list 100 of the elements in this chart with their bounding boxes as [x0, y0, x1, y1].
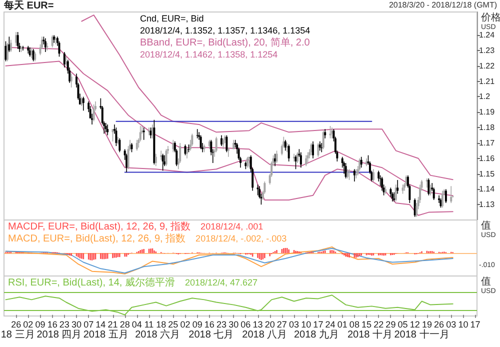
candlestick: [165, 148, 168, 166]
y-tick-label: 1.16: [479, 154, 496, 163]
x2-tick-label: 2018 八月: [242, 330, 288, 340]
candlestick: [288, 144, 290, 162]
y-tick-label: 1.24: [479, 30, 496, 40]
candlestick: [394, 184, 397, 202]
candlestick: [428, 178, 430, 196]
x-tick-label: 07: [84, 320, 94, 330]
candlestick: [305, 154, 308, 166]
x-tick-label: 17: [470, 320, 480, 330]
candlestick: [106, 124, 109, 136]
candlestick: [396, 180, 399, 194]
candlestick: [355, 168, 358, 179]
candlestick: [294, 154, 297, 170]
x-tick-label: 16: [47, 320, 58, 330]
candlestick: [358, 158, 361, 172]
x-tick-label: 16: [204, 320, 214, 330]
candlestick: [58, 40, 60, 58]
candlestick: [80, 96, 83, 106]
candlestick: [246, 156, 248, 168]
candlestick: [6, 42, 8, 62]
candlestick: [440, 198, 442, 208]
candlestick: [154, 153, 157, 166]
x-tick-label: 15: [362, 320, 372, 330]
x-tick-label: 23: [216, 320, 227, 330]
candlestick: [346, 168, 349, 179]
candlestick: [312, 141, 314, 159]
x-tick-label: 06: [240, 320, 251, 330]
candlestick: [34, 52, 36, 62]
candlestick: [63, 52, 66, 68]
y-tick-label: 1.15: [479, 169, 496, 178]
candlestick: [296, 152, 298, 164]
x2-tick-label: 2018 五月: [83, 330, 128, 340]
x-tick-label: 10: [301, 320, 312, 330]
x-tick-label: 10: [458, 320, 468, 330]
x-tick-label: 19: [422, 320, 432, 330]
x-tick-label: 09: [192, 320, 202, 330]
x-tick-label: 20: [264, 320, 275, 330]
candlestick: [104, 122, 107, 133]
candlestick: [91, 113, 94, 125]
x-tick-label: 11: [144, 320, 154, 330]
x2-tick-label: 2018 十一月: [394, 328, 450, 340]
x-tick-label: 17: [313, 320, 324, 330]
x2-tick-label: 2018 六月: [135, 328, 180, 340]
candlestick: [348, 168, 350, 180]
y-tick-label: 1.22: [479, 61, 496, 70]
line-series: [81, 14, 454, 180]
candlestick: [378, 170, 380, 182]
x-tick-label: 27: [276, 320, 287, 330]
x-tick-label: 22: [374, 320, 384, 330]
x2-tick-label: 2018 十月: [347, 328, 392, 340]
x2-tick-label: 2018 四月: [36, 330, 82, 340]
candlestick: [329, 126, 332, 139]
annotation: 2018/12/4, 1.1352, 1.1357, 1.1346, 1.1354: [140, 26, 310, 36]
candlestick: [391, 192, 394, 202]
candlestick: [317, 142, 320, 158]
candlestick: [343, 161, 346, 174]
chart-title: 每天 EUR=: [3, 0, 54, 12]
candlestick: [429, 184, 432, 196]
candlestick: [227, 147, 230, 158]
x-tick-label: 21: [108, 320, 118, 330]
candlestick: [286, 142, 288, 153]
candlestick: [142, 127, 145, 140]
x-tick-label: 02: [180, 320, 190, 330]
x2-tick-label: 2018 七月: [188, 328, 234, 340]
annotation: BBand, EUR=, Bid(Last), 20, 简单, 2.0: [140, 36, 310, 48]
y-tick-label: 1.18: [479, 123, 496, 132]
x-tick-label: 12: [410, 320, 420, 330]
candlestick: [372, 168, 374, 182]
candlestick: [200, 134, 202, 150]
candlestick: [215, 136, 218, 153]
y-tick-label: 1.21: [479, 76, 496, 86]
x2-tick-label: 18 三月: [0, 330, 35, 340]
x-tick-label: 09: [35, 320, 46, 330]
text: 2018/12/4, -.002, -.003: [196, 234, 287, 244]
candlestick: [324, 128, 326, 139]
candlestick: [405, 174, 408, 187]
candlestick: [284, 139, 286, 152]
text: MACDF, EUR=, Bid(Last), 12, 26, 9, 指数: [8, 220, 191, 232]
x-tick-label: 24: [325, 320, 336, 330]
candlestick: [276, 150, 278, 164]
x-tick-label: 02: [23, 320, 34, 330]
x-tick-label: 26: [434, 320, 444, 330]
candlestick: [306, 152, 309, 164]
candlestick: [381, 176, 384, 192]
candlestick: [402, 184, 404, 194]
annotation: Cnd, EUR=, Bid: [140, 14, 204, 24]
candlestick: [15, 32, 18, 46]
candlestick: [222, 138, 224, 150]
candlestick: [16, 32, 19, 50]
candlestick: [390, 187, 392, 198]
x-tick-label: 29: [386, 320, 396, 330]
x-tick-label: 28: [120, 320, 130, 330]
x-tick-label: 03: [446, 320, 456, 330]
candlestick: [318, 141, 321, 152]
candlestick: [191, 133, 194, 146]
candlestick: [82, 96, 84, 112]
candlestick: [92, 104, 95, 122]
chart-subtitle: 2018/3/20 - 2018/12/18 (GMT): [388, 0, 498, 10]
y-tick-label: 1.23: [479, 46, 496, 56]
